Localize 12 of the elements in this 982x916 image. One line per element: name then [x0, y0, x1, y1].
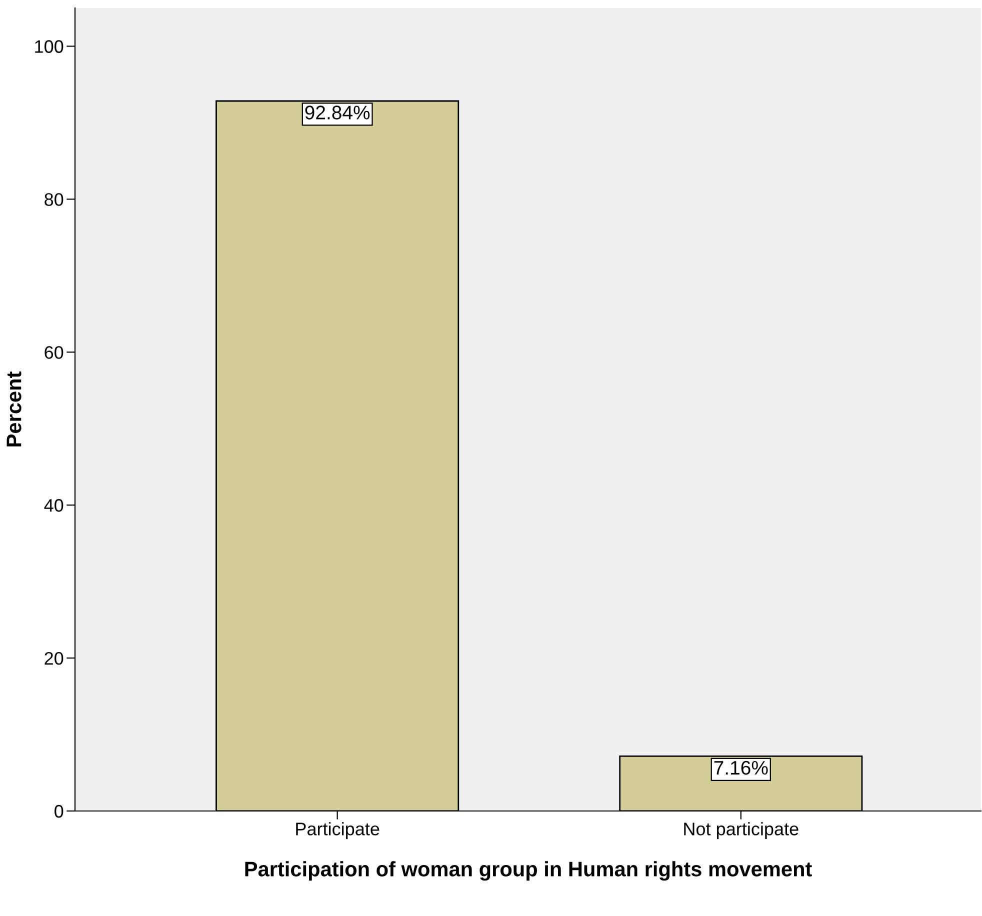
y-tick-label: 20 [44, 652, 64, 665]
y-tick-label: 80 [44, 193, 64, 206]
y-tick-label: 100 [35, 40, 64, 53]
data-label: 7.16% [714, 760, 768, 775]
y-axis-title: Percent [6, 372, 22, 446]
y-tick-label: 40 [44, 499, 64, 512]
x-tick-label: Not participate [684, 822, 798, 839]
x-axis-title: Participation of woman group in Human rights movement [245, 861, 812, 881]
y-tick-label: 0 [54, 804, 64, 818]
y-tick-label: 60 [44, 346, 64, 359]
x-tick-label: Participate [296, 822, 380, 839]
data-label: 92.84% [305, 106, 370, 120]
